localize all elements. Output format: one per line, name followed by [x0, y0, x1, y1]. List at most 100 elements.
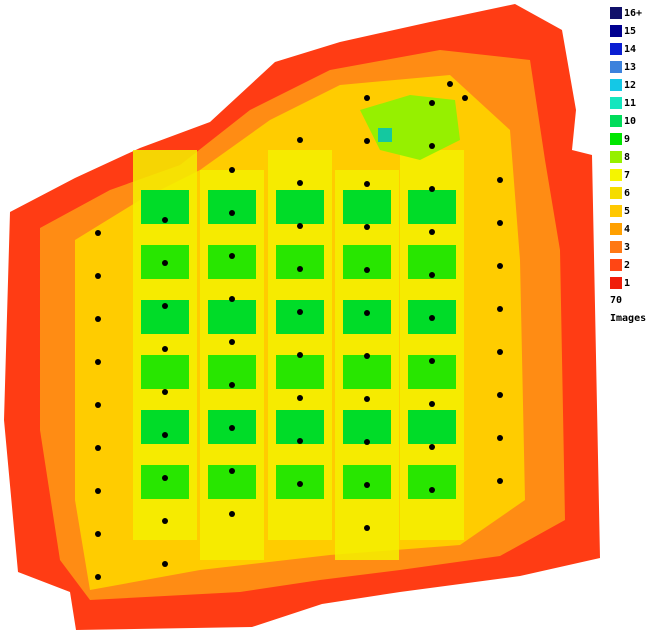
camera-dot — [364, 482, 370, 488]
legend-swatch — [610, 277, 622, 289]
coverage-9-patch — [276, 300, 324, 334]
legend-swatch — [610, 205, 622, 217]
camera-dot — [429, 444, 435, 450]
camera-dot — [429, 487, 435, 493]
camera-dot — [364, 138, 370, 144]
camera-dot — [95, 230, 101, 236]
image-count-label: Images — [610, 313, 646, 324]
legend-label: 2 — [624, 260, 630, 271]
legend-label: 3 — [624, 242, 630, 253]
camera-dot — [429, 100, 435, 106]
camera-dot — [229, 167, 235, 173]
camera-dot — [364, 310, 370, 316]
camera-dot — [162, 561, 168, 567]
camera-dot — [297, 309, 303, 315]
legend-label: 8 — [624, 152, 630, 163]
camera-dot — [364, 353, 370, 359]
camera-dot — [95, 316, 101, 322]
coverage-9-patch — [343, 300, 391, 334]
camera-dot — [429, 186, 435, 192]
camera-dot — [297, 137, 303, 143]
camera-dot — [429, 358, 435, 364]
coverage-9-patch — [141, 465, 189, 499]
camera-dot — [162, 217, 168, 223]
camera-dot — [162, 346, 168, 352]
camera-dot — [364, 396, 370, 402]
legend: 16+ 15 14 13 12 11 10 9 8 7 6 5 4 3 2 170 Images — [610, 7, 646, 324]
coverage-9-patch — [276, 245, 324, 279]
coverage-9-patch — [343, 410, 391, 444]
camera-dot — [497, 263, 503, 269]
camera-dot — [297, 438, 303, 444]
legend-label: 5 — [624, 206, 630, 217]
coverage-9-patch — [408, 410, 456, 444]
legend-label: 13 — [624, 62, 636, 73]
image-count: 70 — [610, 295, 622, 306]
coverage-9-patch — [276, 355, 324, 389]
legend-swatch — [610, 133, 622, 145]
camera-dot — [95, 488, 101, 494]
camera-dot — [229, 339, 235, 345]
camera-dot — [429, 229, 435, 235]
legend-label: 15 — [624, 26, 636, 37]
camera-dot — [364, 525, 370, 531]
camera-dot — [429, 401, 435, 407]
camera-dot — [229, 253, 235, 259]
camera-dot — [447, 81, 453, 87]
camera-dot — [497, 349, 503, 355]
camera-dot — [364, 95, 370, 101]
camera-dot — [162, 260, 168, 266]
camera-dot — [229, 468, 235, 474]
legend-swatch — [610, 43, 622, 55]
coverage-bands — [133, 95, 464, 560]
camera-dot — [162, 475, 168, 481]
camera-dot — [497, 177, 503, 183]
legend-label: 10 — [624, 116, 636, 127]
camera-dot — [297, 180, 303, 186]
camera-dot — [95, 531, 101, 537]
coverage-9-patch — [208, 245, 256, 279]
camera-dot — [364, 267, 370, 273]
camera-dot — [297, 481, 303, 487]
legend-swatch — [610, 241, 622, 253]
camera-dot — [229, 210, 235, 216]
coverage-9-patch — [141, 410, 189, 444]
camera-dot — [229, 425, 235, 431]
legend-label: 14 — [624, 44, 636, 55]
coverage-9-patch — [141, 355, 189, 389]
coverage-10-patch — [378, 128, 392, 142]
coverage-9-patch — [408, 465, 456, 499]
coverage-8-patch — [360, 95, 460, 160]
legend-label: 7 — [624, 170, 630, 181]
legend-label: 9 — [624, 134, 630, 145]
camera-dot — [95, 445, 101, 451]
legend-swatch — [610, 169, 622, 181]
legend-swatch — [610, 61, 622, 73]
camera-dot — [95, 359, 101, 365]
camera-dot — [429, 143, 435, 149]
legend-swatch — [610, 115, 622, 127]
coverage-9-patch — [408, 190, 456, 224]
camera-dot — [364, 181, 370, 187]
camera-dot — [429, 315, 435, 321]
camera-positions — [95, 81, 503, 580]
coverage-9-patch — [208, 190, 256, 224]
camera-dot — [95, 574, 101, 580]
camera-dot — [497, 306, 503, 312]
coverage-9-patch — [208, 300, 256, 334]
camera-dot — [95, 402, 101, 408]
camera-dot — [229, 382, 235, 388]
legend-swatch — [610, 151, 622, 163]
legend-label: 1 — [624, 278, 630, 289]
camera-dot — [297, 266, 303, 272]
camera-dot — [229, 511, 235, 517]
coverage-9-patch — [343, 190, 391, 224]
legend-swatch — [610, 97, 622, 109]
camera-dot — [429, 272, 435, 278]
legend-label: 11 — [624, 98, 636, 109]
camera-dot — [95, 273, 101, 279]
legend-swatch — [610, 187, 622, 199]
coverage-9-patch — [276, 190, 324, 224]
coverage-9-patch — [343, 355, 391, 389]
